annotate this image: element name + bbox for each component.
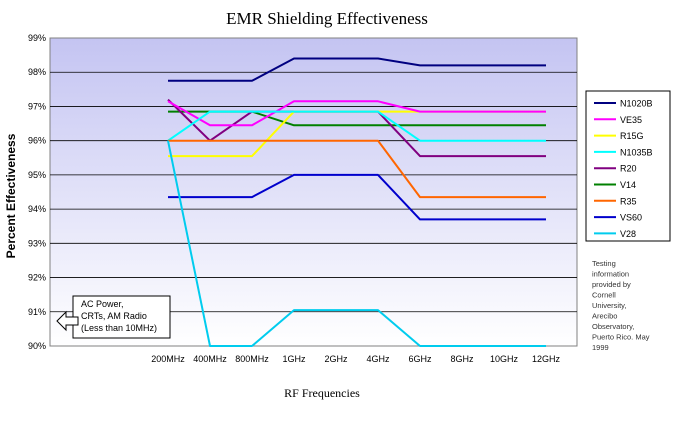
legend-label: VS60 xyxy=(620,213,642,223)
legend-label: R20 xyxy=(620,164,637,174)
y-tick-label: 93% xyxy=(28,238,46,248)
legend-label: V14 xyxy=(620,180,636,190)
source-note-line: University, xyxy=(592,301,626,310)
series-line-ve35 xyxy=(167,100,546,127)
annotation-line-2: CRTs, AM Radio xyxy=(81,311,147,321)
source-note-line: Puerto Rico. May xyxy=(592,333,650,342)
series-line-r35 xyxy=(168,139,546,199)
legend-label: N1020B xyxy=(620,99,653,109)
series-line-v28 xyxy=(167,140,546,347)
y-tick-label: 91% xyxy=(28,307,46,317)
left-arrow-icon xyxy=(56,310,79,332)
x-tick-label: 4GHz xyxy=(366,354,390,364)
annotation-line-1: AC Power, xyxy=(81,299,124,309)
source-note-line: Arecibo xyxy=(592,312,617,321)
y-axis-label: Percent Effectiveness xyxy=(4,133,18,258)
y-tick-label: 94% xyxy=(28,204,46,214)
plot-area xyxy=(49,37,578,347)
legend-label: VE35 xyxy=(620,115,642,125)
source-note-line: Testing xyxy=(592,259,616,268)
x-tick-label: 6GHz xyxy=(408,354,432,364)
y-tick-label: 90% xyxy=(28,341,46,351)
x-tick-label: 12GHz xyxy=(532,354,561,364)
source-note-line: 1999 xyxy=(592,343,609,352)
source-note-line: provided by xyxy=(592,280,631,289)
series-line-n1035b xyxy=(167,110,546,142)
low-frequency-annotation: AC Power, CRTs, AM Radio (Less than 10MH… xyxy=(56,295,171,339)
chart-title: EMR Shielding Effectiveness xyxy=(226,9,428,28)
legend-label: R15G xyxy=(620,131,644,141)
source-note-line: Observatory, xyxy=(592,322,634,331)
x-tick-label: 200MHz xyxy=(151,354,185,364)
legend-label: V28 xyxy=(620,229,636,239)
y-tick-label: 99% xyxy=(28,33,46,43)
y-tick-label: 96% xyxy=(28,136,46,146)
x-tick-label: 400MHz xyxy=(193,354,227,364)
x-tick-label: 2GHz xyxy=(324,354,348,364)
source-note-line: information xyxy=(592,270,629,279)
legend-label: N1035B xyxy=(620,147,653,157)
y-tick-label: 92% xyxy=(28,273,46,283)
series-lines xyxy=(167,57,546,347)
y-tick-label: 97% xyxy=(28,101,46,111)
x-tick-labels: 200MHz 400MHz 800MHz 1GHz 2GHz 4GHz 6GHz 8GHz 10… xyxy=(151,354,560,364)
x-tick-label: 10GHz xyxy=(490,354,519,364)
x-tick-label: 800MHz xyxy=(235,354,269,364)
y-tick-label: 95% xyxy=(28,170,46,180)
series-line-n1020b xyxy=(168,57,546,82)
y-tick-label: 98% xyxy=(28,67,46,77)
x-tick-label: 8GHz xyxy=(450,354,474,364)
legend-label: R35 xyxy=(620,196,637,206)
y-tick-labels: 90% 91% 92% 93% 94% 95% 96% 97% 98% 99% xyxy=(28,33,46,351)
x-tick-label: 1GHz xyxy=(282,354,306,364)
legend-box xyxy=(585,90,671,242)
x-axis-label: RF Frequencies xyxy=(284,386,360,400)
series-line-vs60 xyxy=(168,173,546,221)
legend: N1020B VE35 R15G N1035B R20 V14 R35 VS60 V28 xyxy=(585,90,671,242)
source-note-line: Cornell xyxy=(592,291,616,300)
annotation-line-3: (Less than 10MHz) xyxy=(81,323,157,333)
